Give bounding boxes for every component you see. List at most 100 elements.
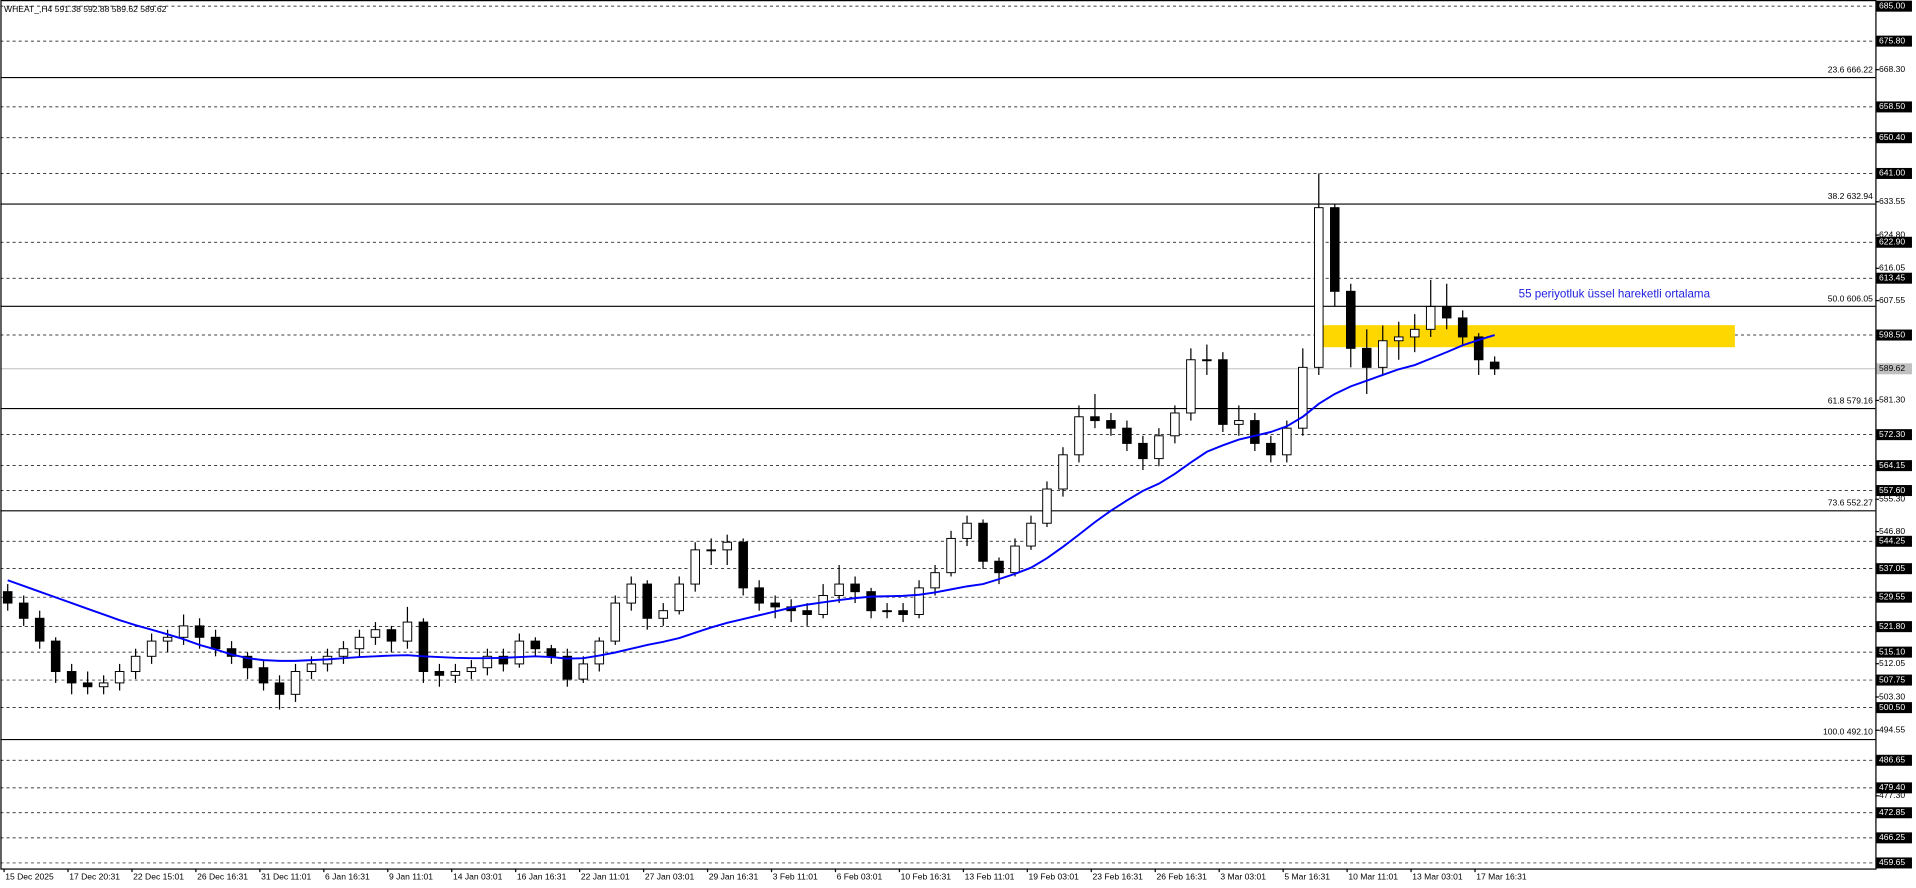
candle-body (18, 602, 29, 619)
candle-body (1393, 336, 1404, 342)
candle-body (98, 682, 109, 688)
candle-body (754, 587, 764, 604)
y-tick-label: 668.30 (1879, 64, 1905, 74)
candle-body (1330, 207, 1340, 292)
candle-body (626, 583, 637, 604)
candle-body (978, 522, 988, 562)
candle-body (290, 671, 301, 695)
candle-body (930, 572, 940, 589)
level-label: 613.45 (1879, 272, 1905, 282)
candle-body (210, 636, 221, 650)
candle-body (34, 617, 45, 642)
candle-body (162, 636, 173, 642)
candle-body (1266, 442, 1276, 456)
candle-body (706, 549, 716, 552)
x-tick-label: 5 Mar 16:31 (1284, 871, 1330, 881)
y-tick-label: 624.80 (1879, 229, 1905, 239)
level-label: 675.80 (1879, 35, 1905, 45)
candle-body (370, 629, 381, 638)
level-box (1876, 646, 1912, 658)
candle-body (962, 522, 972, 539)
x-tick-label: 6 Jan 16:31 (325, 871, 370, 881)
candle-body (690, 549, 700, 585)
level-box (1876, 132, 1912, 144)
zone (1323, 325, 1735, 348)
candle-body (402, 621, 413, 642)
level-box (1876, 101, 1912, 113)
candle-body (434, 671, 445, 676)
candle-body (114, 671, 125, 684)
level-box (1876, 429, 1912, 441)
x-tick-label: 26 Feb 16:31 (1156, 871, 1207, 881)
level-label: 466.25 (1879, 832, 1905, 842)
candle-body (1282, 427, 1292, 456)
candle-body (642, 583, 653, 619)
chart-title: WHEAT_,H4 591.38 592.88 589.62 589.62 (4, 4, 167, 14)
x-tick-label: 3 Mar 03:01 (1220, 871, 1266, 881)
candle-body (1409, 328, 1420, 338)
level-box (1876, 35, 1912, 47)
plot-frame (0, 0, 1877, 870)
candle-body (866, 591, 876, 612)
candle-body (1010, 545, 1020, 574)
level-label: 472.85 (1879, 807, 1905, 817)
x-tick-label: 23 Feb 16:31 (1093, 871, 1144, 881)
candle-body (1058, 454, 1068, 490)
y-tick-label: 503.30 (1879, 691, 1905, 701)
candle-body (338, 648, 349, 657)
level-label: 529.55 (1879, 591, 1905, 601)
y-tick-label: 546.80 (1879, 526, 1905, 536)
x-tick-label: 16 Jan 16:31 (517, 871, 567, 881)
price-label: 589.62 (1879, 363, 1905, 373)
level-label: 650.40 (1879, 132, 1905, 142)
level-box (1876, 832, 1912, 844)
candle-body (50, 640, 61, 673)
candle-body (1441, 306, 1452, 319)
candle-body (2, 591, 13, 604)
candle-body (850, 583, 860, 593)
level-label: 500.50 (1879, 702, 1905, 712)
candle-body (1361, 347, 1372, 368)
candle-body (482, 655, 493, 669)
level-label: 537.05 (1879, 563, 1905, 573)
level-box (1876, 167, 1912, 179)
candle-body (914, 587, 924, 615)
y-tick-label: 607.55 (1879, 295, 1905, 305)
fibo-label: 50.0 606.05 (1828, 293, 1873, 303)
candle-body (1298, 366, 1308, 429)
level-box (1876, 535, 1912, 547)
candle-body (1234, 420, 1244, 425)
candle-body (1186, 359, 1196, 414)
candle-body (1122, 427, 1132, 444)
x-tick-label: 13 Feb 11:01 (965, 871, 1015, 881)
fibo-label: 38.2 632.94 (1828, 191, 1873, 201)
level-label: 685.00 (1879, 0, 1905, 10)
level-box (1876, 236, 1912, 248)
level-label: 486.65 (1879, 755, 1905, 765)
x-tick-label: 17 Mar 16:31 (1476, 871, 1527, 881)
candle-body (178, 625, 189, 638)
overlay-layer: WHEAT_,H4 591.38 592.88 589.62 589.62 55… (4, 4, 1873, 736)
level-label: 641.00 (1879, 168, 1905, 178)
candle-body (1489, 361, 1500, 370)
level-box (1876, 329, 1912, 341)
level-label: 598.50 (1879, 329, 1905, 339)
y-tick-label: 633.55 (1879, 196, 1905, 206)
candle-body (578, 663, 589, 680)
candle-body (530, 640, 541, 650)
x-tick-label: 10 Mar 11:01 (1348, 871, 1398, 881)
level-box (1876, 702, 1912, 714)
x-tick-label: 10 Feb 16:31 (901, 871, 952, 881)
candle-body (418, 621, 429, 673)
level-box (1876, 563, 1912, 575)
x-tick-label: 3 Feb 11:01 (773, 871, 818, 881)
candle-body (658, 610, 669, 619)
level-box (1876, 807, 1912, 819)
candle-body (354, 636, 365, 650)
x-tick-label: 31 Dec 11:01 (261, 871, 311, 881)
y-tick-label: 616.05 (1879, 263, 1905, 273)
x-tick-label: 17 Dec 20:31 (69, 871, 120, 881)
